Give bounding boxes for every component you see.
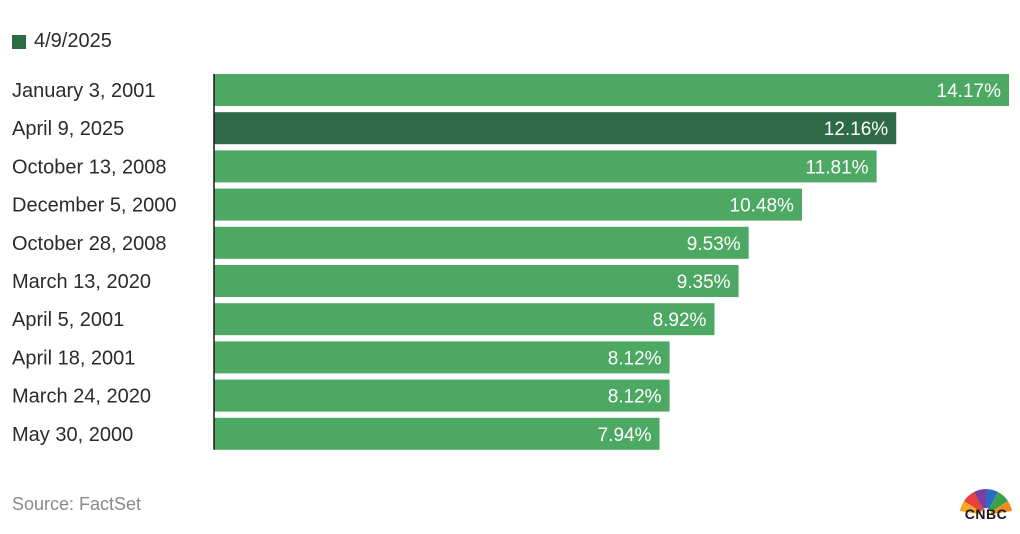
category-label: March 24, 2020 — [12, 386, 151, 408]
category-label: March 13, 2020 — [12, 271, 151, 293]
value-label: 8.12% — [608, 348, 662, 369]
value-label: 10.48% — [730, 196, 795, 217]
bar — [214, 112, 897, 145]
bar — [214, 379, 670, 412]
bar — [214, 341, 670, 374]
bar — [214, 74, 1009, 106]
category-label: April 18, 2001 — [12, 347, 135, 369]
category-label: May 30, 2000 — [12, 424, 133, 446]
bar — [214, 417, 660, 450]
bar — [214, 226, 749, 259]
bar — [214, 188, 802, 221]
value-label: 7.94% — [598, 425, 652, 446]
category-label: December 5, 2000 — [12, 195, 177, 217]
peacock-logo-icon — [960, 489, 1012, 518]
source-note: Source: FactSet — [12, 494, 142, 514]
value-label: 9.53% — [687, 234, 741, 255]
legend: 4/9/2025 — [12, 30, 112, 53]
legend-label: 4/9/2025 — [34, 30, 112, 52]
bar-chart: January 3, 2001 14.17% April 9, 2025 12.16%… — [12, 74, 1009, 450]
bar — [214, 150, 877, 183]
value-label: 14.17% — [937, 81, 1002, 102]
category-label: April 9, 2025 — [12, 118, 124, 140]
value-label: 11.81% — [806, 157, 869, 178]
bar — [214, 303, 715, 336]
value-label: 8.92% — [653, 310, 707, 331]
legend-swatch — [12, 34, 26, 49]
category-label: October 13, 2008 — [12, 156, 167, 178]
category-label: October 28, 2008 — [12, 233, 167, 255]
logo-wordmark: CNBC — [964, 506, 1008, 522]
category-label: January 3, 2001 — [12, 80, 155, 102]
bar — [214, 265, 739, 297]
value-label: 8.12% — [608, 387, 662, 408]
value-label: 9.35% — [677, 272, 731, 293]
value-label: 12.16% — [824, 119, 889, 140]
category-label: April 5, 2001 — [12, 309, 124, 331]
